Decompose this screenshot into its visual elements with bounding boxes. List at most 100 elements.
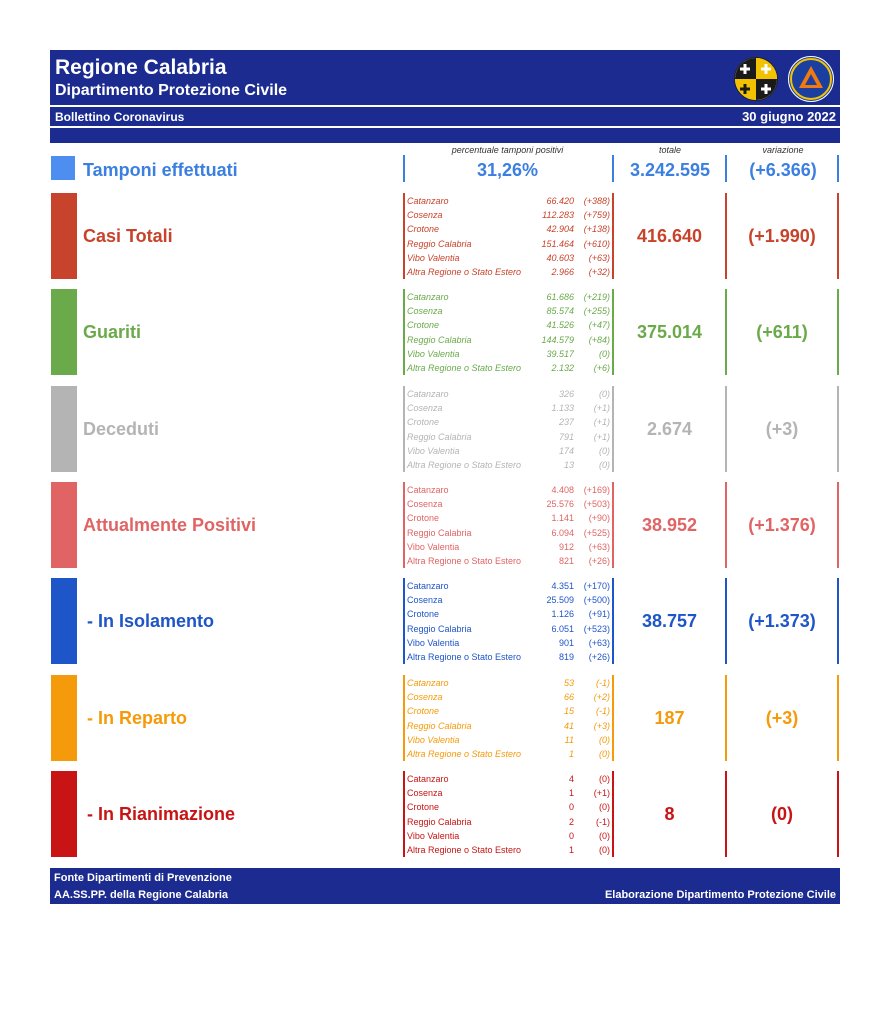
province-delta: (0) (599, 844, 610, 855)
section-variation: (0) (771, 804, 793, 824)
province-value: 41.526 (546, 320, 574, 331)
province-value: 66 (563, 692, 574, 703)
province-value: 1 (568, 844, 574, 855)
province-row: Vibo Valentia 901 (+63) (407, 637, 610, 651)
province-value: 1 (568, 748, 574, 759)
section-variation: (+611) (756, 322, 808, 342)
province-value: 66.420 (546, 196, 574, 206)
province-value: 15 (563, 706, 574, 717)
section-color-bar (51, 771, 77, 857)
province-name: Reggio Calabria (407, 431, 472, 442)
province-name: Vibo Valentia (407, 348, 460, 359)
province-row: Reggio Calabria 6.051 (+523) (407, 623, 610, 637)
tamponi-divider (837, 155, 839, 182)
section-variation: (+1.373) (748, 611, 816, 631)
section-variation: (+3) (765, 708, 799, 728)
province-name: Cosenza (407, 210, 443, 221)
province-delta: (+47) (588, 320, 610, 331)
province-name: Crotone (407, 609, 440, 620)
footer-source-line2: AA.SS.PP. della Regione Calabria (54, 889, 229, 901)
section-divider (403, 386, 405, 472)
province-value: 0 (568, 830, 574, 841)
page-title: Regione Calabria (55, 56, 227, 79)
section-color-bar (51, 675, 77, 761)
province-delta: (+63) (588, 541, 610, 552)
province-row: Reggio Calabria 2 (-1) (407, 816, 610, 830)
section-divider (612, 675, 614, 761)
province-name: Reggio Calabria (407, 720, 472, 731)
tamponi-label: Tamponi effettuati (83, 160, 238, 180)
province-delta: (+503) (583, 499, 610, 510)
province-value: 1.133 (551, 403, 574, 414)
province-value: 2 (568, 816, 574, 827)
section-divider (403, 482, 405, 568)
province-row: Vibo Valentia 40.603 (+63) (407, 252, 610, 266)
province-delta: (+1) (593, 788, 610, 799)
province-row: Altra Regione o Stato Estero 1 (0) (407, 844, 610, 858)
province-delta: (+219) (583, 292, 610, 302)
province-delta: (0) (599, 748, 610, 759)
section-color-bar (51, 386, 77, 472)
stat-section: - In Rianimazione Catanzaro 4 (0) Cosenza 1 (+… (0, 771, 892, 857)
province-row: Altra Regione o Stato Estero 2.132 (+6) (407, 362, 610, 376)
province-row: Reggio Calabria 144.579 (+84) (407, 334, 610, 348)
province-value: 819 (558, 651, 574, 662)
province-name: Vibo Valentia (407, 252, 460, 263)
tamponi-variation: (+6.366) (749, 160, 817, 180)
province-delta: (0) (599, 830, 610, 841)
section-variation: (+1.990) (748, 226, 816, 246)
province-name: Vibo Valentia (407, 734, 460, 745)
section-divider (725, 578, 727, 664)
province-name: Catanzaro (407, 774, 449, 784)
province-value: 174 (558, 445, 574, 456)
province-delta: (+91) (588, 609, 610, 620)
section-divider (725, 482, 727, 568)
section-divider (612, 578, 614, 664)
section-color-bar (51, 289, 77, 375)
section-divider (612, 482, 614, 568)
section-divider (612, 771, 614, 857)
province-row: Catanzaro 61.686 (+219) (407, 291, 610, 305)
column-header-variation: variazione (762, 145, 804, 155)
province-value: 85.574 (546, 306, 574, 317)
section-divider (725, 386, 727, 472)
province-name: Cosenza (407, 595, 443, 606)
footer-credit: Elaborazione Dipartimento Protezione Civ… (604, 889, 836, 901)
province-delta: (+6) (593, 362, 610, 373)
province-name: Crotone (407, 513, 440, 524)
section-divider (837, 771, 839, 857)
protezione-civile-logo-icon (788, 56, 834, 102)
province-name: Vibo Valentia (407, 541, 460, 552)
province-delta: (+63) (588, 637, 610, 648)
province-delta: (+759) (583, 210, 610, 221)
province-row: Cosenza 1.133 (+1) (407, 402, 610, 416)
section-total: 2.674 (646, 419, 693, 439)
province-value: 144.579 (541, 334, 574, 345)
section-divider (725, 193, 727, 279)
province-row: Crotone 0 (0) (407, 801, 610, 815)
province-value: 151.464 (541, 238, 574, 249)
province-name: Vibo Valentia (407, 637, 460, 648)
province-name: Altra Regione o Stato Estero (407, 748, 522, 759)
province-name: Crotone (407, 417, 440, 428)
province-delta: (0) (599, 389, 610, 399)
province-name: Crotone (407, 224, 440, 235)
province-value: 112.283 (542, 210, 574, 221)
section-variation: (+1.376) (748, 515, 816, 535)
province-name: Cosenza (407, 692, 443, 703)
stat-section: Attualmente Positivi Catanzaro 4.408 (+169)… (0, 482, 892, 568)
province-delta: (+255) (583, 306, 610, 317)
province-row: Cosenza 112.283 (+759) (407, 209, 610, 223)
section-divider (612, 386, 614, 472)
province-delta: (+388) (583, 196, 610, 206)
tamponi-percent: 31,26% (476, 160, 539, 180)
province-breakdown: Catanzaro 4 (0) Cosenza 1 (+1) Crotone 0 (0) Regg… (407, 773, 610, 858)
province-value: 237 (558, 417, 574, 428)
province-name: Vibo Valentia (407, 830, 460, 841)
province-value: 11 (564, 734, 574, 745)
section-label: Casi Totali (83, 226, 173, 246)
section-divider (837, 289, 839, 375)
section-color-bar (51, 193, 77, 279)
province-delta: (-1) (596, 706, 610, 717)
province-row: Cosenza 66 (+2) (407, 691, 610, 705)
